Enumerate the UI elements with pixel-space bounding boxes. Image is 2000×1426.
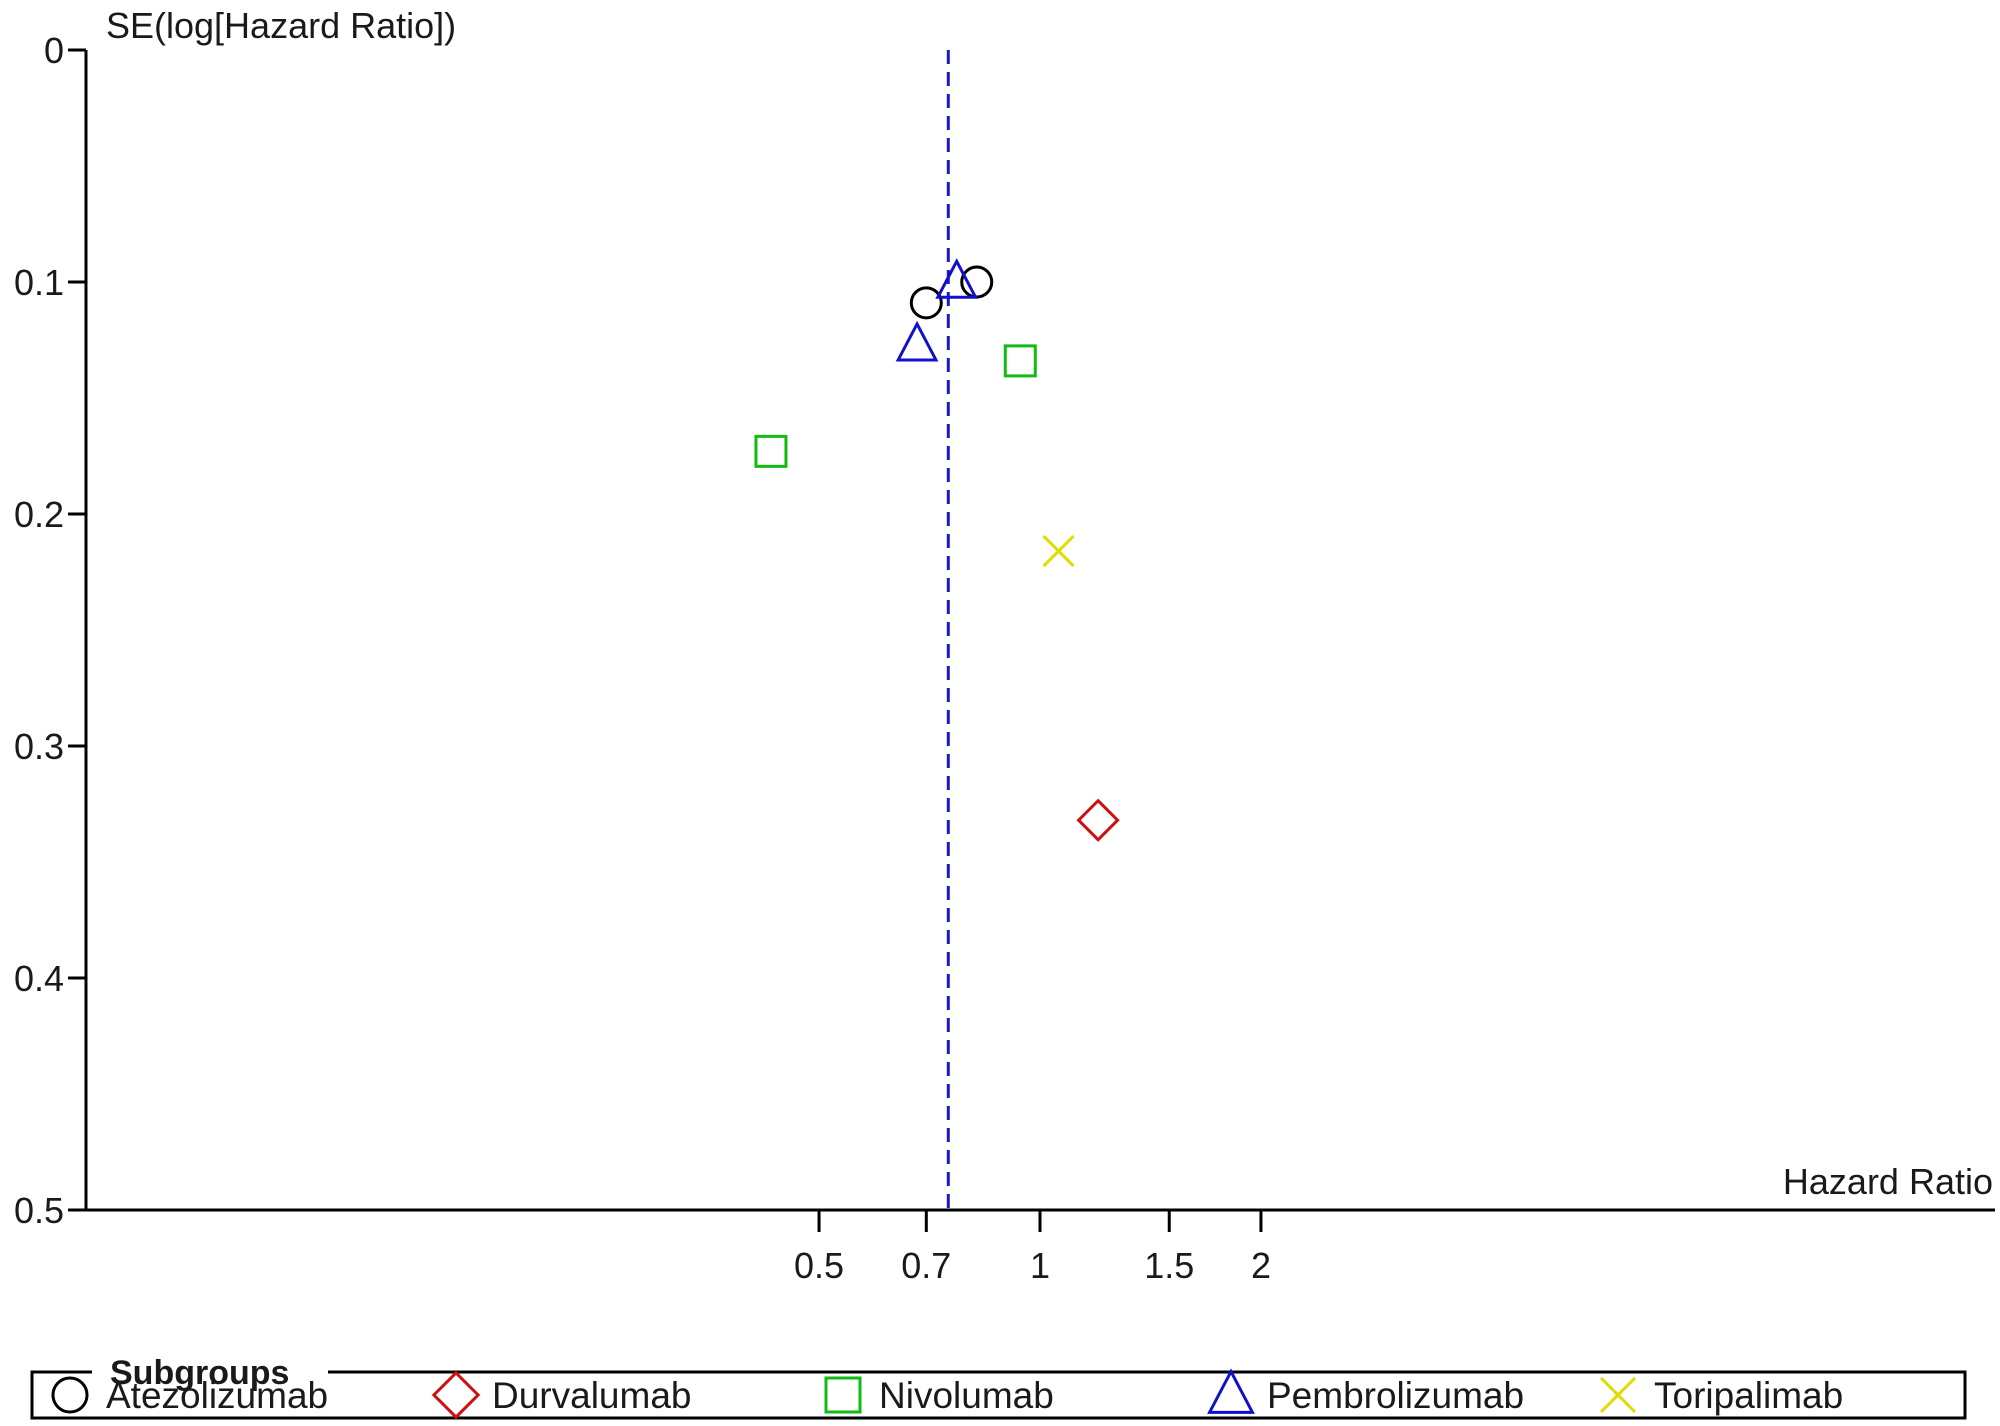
y-tick-label: 0 bbox=[44, 30, 64, 71]
legend-label-atezolizumab: Atezolizumab bbox=[106, 1375, 328, 1416]
x-tick-label: 1 bbox=[1030, 1245, 1050, 1286]
x-tick-label: 0.7 bbox=[901, 1245, 951, 1286]
y-tick-label: 0.4 bbox=[14, 958, 64, 999]
legend-pembrolizumab-marker bbox=[1207, 1368, 1255, 1414]
legend-toripalimab-marker bbox=[1599, 1376, 1637, 1414]
point-pembrolizumab-triangle-marker bbox=[895, 320, 939, 362]
point-toripalimab-x-marker bbox=[1042, 535, 1075, 568]
x-tick-label: 0.5 bbox=[794, 1245, 844, 1286]
x-stroke bbox=[1042, 535, 1075, 568]
x-tick-label: 1.5 bbox=[1144, 1245, 1194, 1286]
legend-title: Subgroups bbox=[110, 1354, 289, 1392]
y-tick-label: 0.1 bbox=[14, 262, 64, 303]
point-nivolumab-square-marker bbox=[1003, 344, 1037, 378]
point-durvalumab-diamond-marker bbox=[1076, 798, 1120, 842]
axes: 0 0.1 0.2 0.3 0.4 0.5 0.5 0.7 1 1.5 2 SE(log[Hazard… bbox=[14, 5, 1995, 1286]
point-atezolizumab-circle-marker bbox=[909, 286, 943, 320]
legend-nivolumab-marker bbox=[824, 1376, 862, 1414]
y-tick-label: 0.5 bbox=[14, 1190, 64, 1231]
y-axis-title: SE(log[Hazard Ratio]) bbox=[106, 5, 456, 46]
legend-label-pembrolizumab: Pembrolizumab bbox=[1267, 1375, 1524, 1416]
legend-label-durvalumab: Durvalumab bbox=[492, 1375, 691, 1416]
legend-frame bbox=[30, 1370, 1967, 1420]
x-stroke bbox=[1599, 1376, 1637, 1414]
y-tick-label: 0.3 bbox=[14, 726, 64, 767]
data-points bbox=[754, 258, 1120, 842]
point-pembrolizumab-triangle-marker bbox=[935, 258, 979, 299]
legend-atezolizumab-marker bbox=[51, 1376, 89, 1414]
point-nivolumab-square-marker bbox=[754, 434, 788, 468]
legend-label-toripalimab: Toripalimab bbox=[1654, 1375, 1843, 1416]
x-axis-title: Hazard Ratio bbox=[1783, 1161, 1993, 1202]
y-tick-label: 0.2 bbox=[14, 494, 64, 535]
x-tick-label: 2 bbox=[1251, 1245, 1271, 1286]
legend-label-nivolumab: Nivolumab bbox=[879, 1375, 1054, 1416]
legend-durvalumab-marker bbox=[431, 1370, 481, 1420]
